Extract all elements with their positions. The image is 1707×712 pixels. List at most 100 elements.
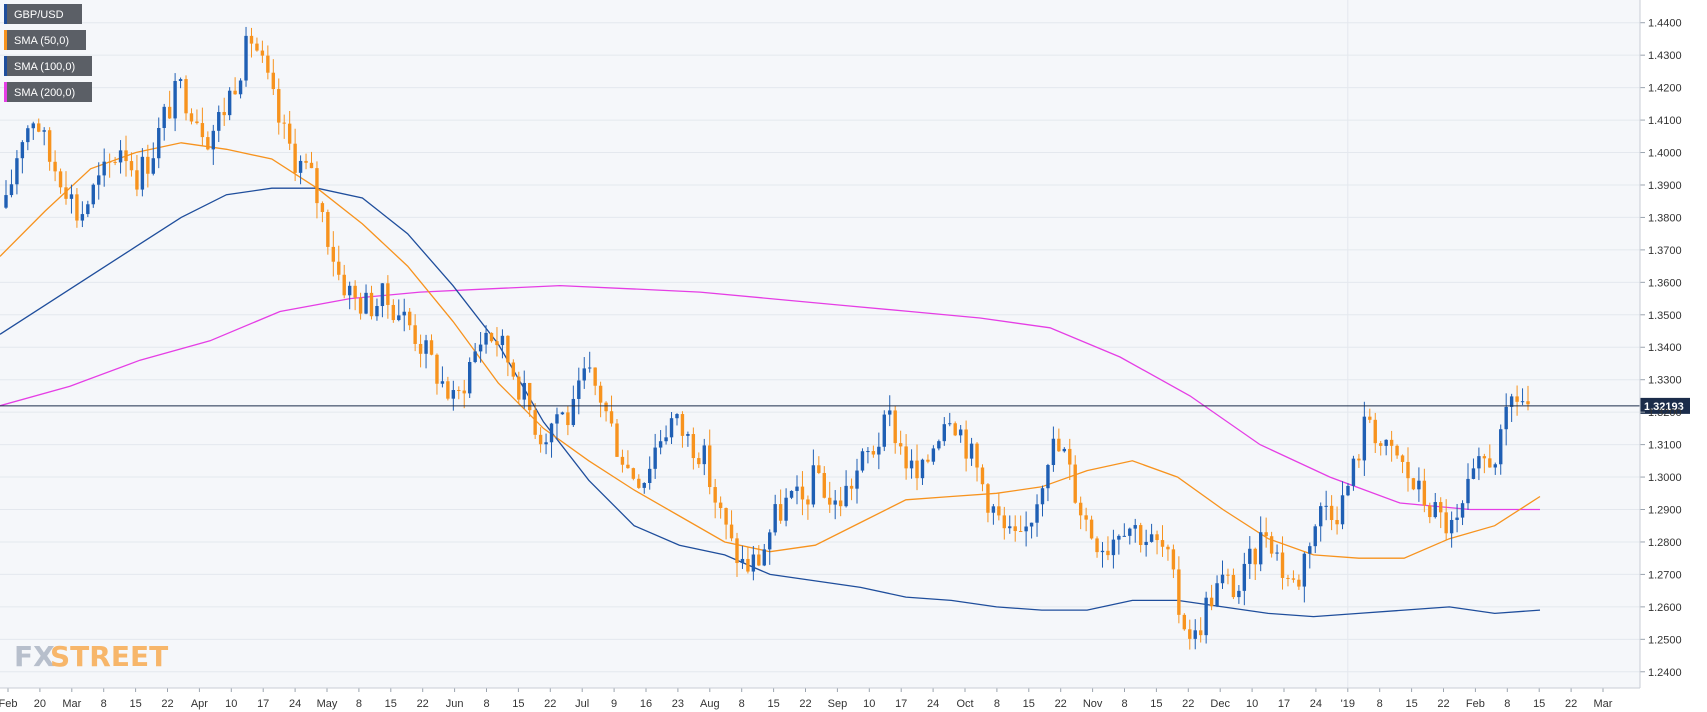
candle-down <box>1264 532 1268 537</box>
candle-up <box>702 445 706 465</box>
candle-up <box>157 127 161 159</box>
candle-up <box>942 424 946 442</box>
candle-down <box>462 390 466 394</box>
candle-down <box>953 423 957 436</box>
candle-down <box>1182 614 1187 630</box>
candle-up <box>1008 526 1012 529</box>
candle-down <box>1395 445 1399 456</box>
x-tick-label: 8 <box>1504 698 1510 710</box>
candle-down <box>113 161 117 163</box>
candle-down <box>184 79 188 114</box>
legend-item[interactable]: GBP/USD <box>4 4 82 24</box>
y-tick-label: 1.3700 <box>1648 245 1682 257</box>
grid <box>0 0 1640 688</box>
x-tick-label: 8 <box>1121 698 1127 710</box>
candle-up <box>69 194 74 199</box>
candle-up <box>1520 401 1525 403</box>
y-tick-label: 1.2500 <box>1648 634 1682 646</box>
x-tick-label: 8 <box>739 698 745 710</box>
x-tick-label: 8 <box>994 698 1000 710</box>
candle-down <box>1422 480 1427 506</box>
candle-up <box>664 437 668 442</box>
candle-down <box>315 168 319 204</box>
candle-down <box>1526 401 1530 405</box>
candle-up <box>784 497 788 521</box>
candle-up <box>1100 550 1105 553</box>
candle-up <box>1258 532 1263 565</box>
x-tick-label: 15 <box>129 698 141 710</box>
candle-up <box>162 106 166 128</box>
candle-down <box>631 468 636 479</box>
legend-label: SMA (100,0) <box>14 61 75 73</box>
candle-down <box>1089 519 1094 539</box>
candle-down <box>800 486 805 500</box>
candle-down <box>195 121 199 124</box>
candle-down <box>893 410 897 444</box>
candle-up <box>402 311 406 316</box>
x-tick-label: 22 <box>1055 698 1067 710</box>
candle-down <box>620 456 625 465</box>
candle-up <box>866 451 870 453</box>
x-tick-label: 8 <box>1377 698 1383 710</box>
candle-down <box>1177 569 1181 615</box>
candle-up <box>440 381 445 384</box>
candle-up <box>1040 488 1045 505</box>
candle-down <box>413 325 417 344</box>
candle-down <box>691 434 696 459</box>
candle-up <box>1319 506 1323 527</box>
candle-down <box>598 385 603 403</box>
candle-down <box>604 402 608 412</box>
candle-up <box>500 335 505 346</box>
legend-label: SMA (50,0) <box>14 35 69 47</box>
candle-up <box>658 441 663 448</box>
candle-up <box>1215 583 1219 607</box>
candle-up <box>217 112 221 131</box>
candle-down <box>282 122 286 124</box>
candle-down <box>124 150 128 162</box>
candle-up <box>118 150 123 163</box>
candle-down <box>309 162 314 169</box>
legend-item[interactable]: SMA (200,0) <box>4 82 92 102</box>
candle-up <box>375 306 379 317</box>
candle-down <box>189 113 194 122</box>
x-tick-label: 8 <box>101 698 107 710</box>
candle-down <box>1209 597 1214 607</box>
x-tick-label: 22 <box>161 698 173 710</box>
candle-down <box>457 390 461 392</box>
legend-label: SMA (200,0) <box>14 87 75 99</box>
candle-up <box>1111 539 1116 556</box>
candle-up <box>173 80 177 119</box>
candle-up <box>364 292 368 314</box>
candle-up <box>773 504 777 533</box>
candle-down <box>1013 526 1017 532</box>
legend-item[interactable]: SMA (50,0) <box>4 30 86 50</box>
y-tick-label: 1.3800 <box>1648 212 1682 224</box>
candle-up <box>888 410 892 415</box>
candle-down <box>1428 505 1432 518</box>
candle-up <box>397 315 401 321</box>
candle-down <box>898 443 903 447</box>
candle-down <box>146 156 150 174</box>
candle-down <box>680 414 685 436</box>
candle-down <box>1084 515 1088 520</box>
candle-up <box>1029 522 1034 527</box>
candle-down <box>746 558 750 572</box>
legend-item[interactable]: SMA (100,0) <box>4 56 92 76</box>
candle-down <box>1488 458 1492 468</box>
candle-down <box>435 354 439 384</box>
candle-down <box>1231 574 1236 598</box>
candle-up <box>577 380 581 399</box>
y-tick-label: 1.3400 <box>1648 342 1682 354</box>
candle-up <box>1302 553 1307 587</box>
candle-down <box>1057 438 1061 452</box>
x-tick-label: 20 <box>34 698 46 710</box>
candle-down <box>1269 536 1274 554</box>
candle-up <box>740 558 745 564</box>
x-tick-label: Mar <box>62 698 81 710</box>
candle-down <box>1095 538 1099 553</box>
candle-down <box>1368 416 1372 420</box>
x-tick-label: Mar <box>1594 698 1613 710</box>
x-tick-label: 9 <box>611 698 617 710</box>
candle-up <box>789 490 794 498</box>
